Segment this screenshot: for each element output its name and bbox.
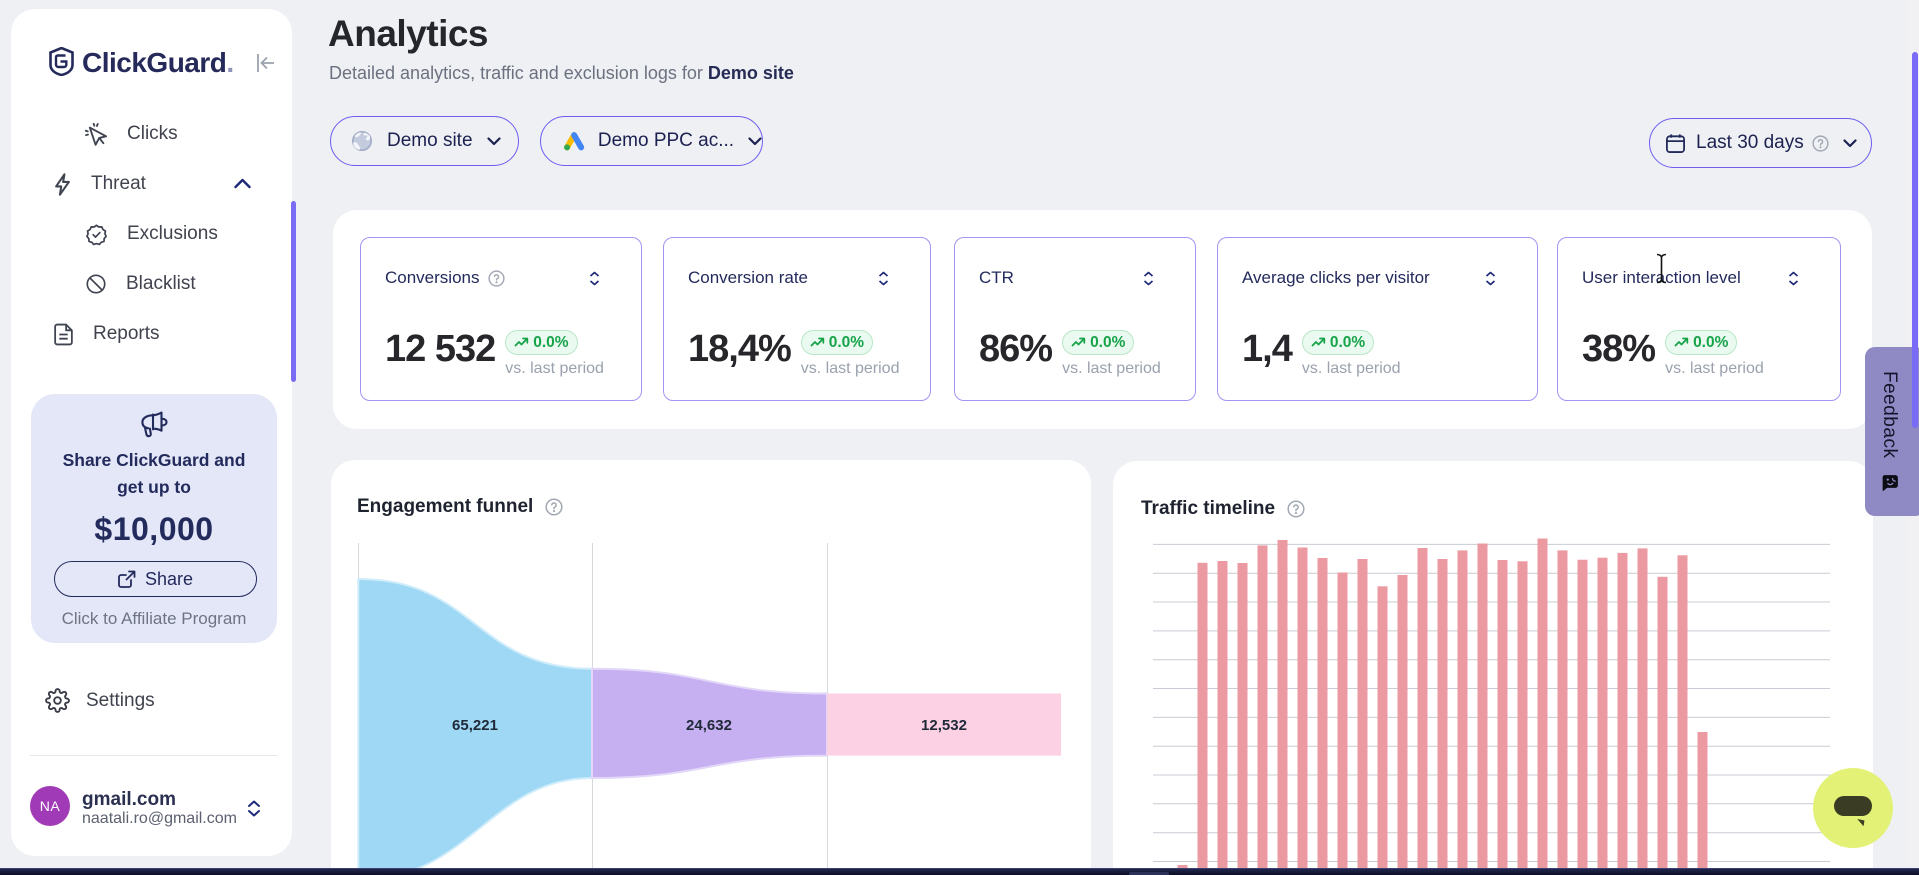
- svg-text:24,632: 24,632: [686, 717, 732, 734]
- svg-text:65,221: 65,221: [452, 717, 498, 734]
- svg-text:12,532: 12,532: [921, 717, 967, 734]
